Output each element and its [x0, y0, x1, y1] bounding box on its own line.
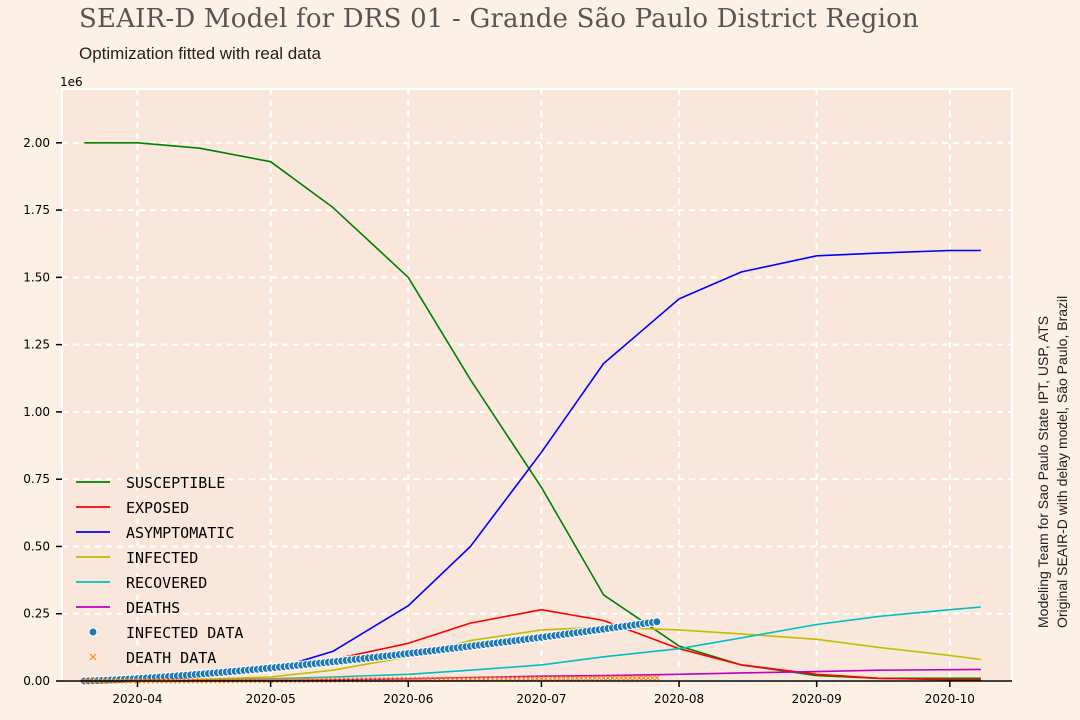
data-point-death [622, 675, 629, 681]
data-point-death [618, 675, 625, 681]
data-point-death [631, 675, 638, 681]
plot-area [61, 88, 1013, 682]
x-tick-label: 2020-10 [925, 692, 975, 706]
legend-swatch [89, 653, 97, 661]
data-point-death [565, 675, 571, 682]
x-tick-label: 2020-09 [792, 692, 842, 706]
data-point-death [645, 674, 651, 681]
x-tick-label: 2020-05 [246, 692, 296, 706]
data-point-death [600, 675, 607, 682]
legend-label: INFECTED [126, 549, 198, 567]
data-point-death [551, 675, 558, 682]
x-tick-label: 2020-07 [516, 692, 566, 706]
y-tick-label: 0.00 [23, 674, 50, 688]
legend-label: SUSCEPTIBLE [126, 474, 225, 492]
legend-swatch [88, 627, 98, 637]
data-point-death [582, 675, 589, 682]
axes: 0.00 0.25 0.50 0.75 1.00 1.25 1.50 1.75 2.00 2020… [23, 75, 1012, 706]
legend-label: DEATH DATA [126, 649, 216, 667]
data-point-death [640, 675, 647, 681]
data-point-death [547, 675, 554, 682]
data-point-death [285, 677, 292, 684]
data-point-death [591, 675, 598, 682]
data-point-death [303, 677, 310, 683]
data-point-death [636, 675, 642, 681]
data-point-death [289, 677, 296, 684]
x-tick-label: 2020-08 [654, 692, 704, 706]
x-tick-label: 2020-04 [112, 692, 162, 706]
legend-label: ASYMPTOMATIC [126, 524, 234, 542]
y-multiplier-label: 1e6 [60, 75, 83, 89]
data-point-death [578, 675, 585, 682]
data-point-death [556, 675, 563, 682]
data-point-death [627, 675, 634, 681]
data-point-death [609, 675, 616, 681]
data-point-death [574, 675, 580, 682]
y-tick-label: 0.50 [23, 539, 50, 553]
legend-label: EXPOSED [126, 499, 189, 517]
data-point-death [276, 677, 283, 684]
data-point-death [298, 677, 305, 683]
data-point-death [281, 677, 287, 684]
data-point-infected [652, 617, 662, 627]
data-point-death [654, 674, 660, 681]
data-point-death [587, 675, 594, 682]
y-tick-label: 0.25 [23, 607, 50, 621]
y-tick-label: 1.00 [23, 405, 50, 419]
data-point-death [605, 675, 611, 681]
legend-label: RECOVERED [126, 574, 207, 592]
legend-label: DEATHS [126, 599, 180, 617]
data-point-death [614, 675, 620, 681]
y-tick-label: 1.75 [23, 203, 50, 217]
data-point-death [596, 675, 603, 682]
y-tick-label: 0.75 [23, 472, 50, 486]
data-point-death [569, 675, 576, 682]
data-point-death [560, 675, 567, 682]
chart-title: SEAIR-D Model for DRS 01 - Grande São Pa… [79, 4, 919, 34]
data-point-death [649, 674, 656, 681]
y-tick-label: 2.00 [23, 136, 50, 150]
legend-label: INFECTED DATA [126, 624, 243, 642]
x-tick-label: 2020-06 [383, 692, 433, 706]
chart-subtitle: Optimization fitted with real data [79, 44, 321, 63]
y-tick-label: 1.25 [23, 338, 50, 352]
data-point-death [294, 677, 301, 684]
y-tick-label: 1.50 [23, 270, 50, 284]
legend: SUSCEPTIBLE EXPOSED ASYMPTOMATIC INFECTED RE… [76, 474, 243, 667]
